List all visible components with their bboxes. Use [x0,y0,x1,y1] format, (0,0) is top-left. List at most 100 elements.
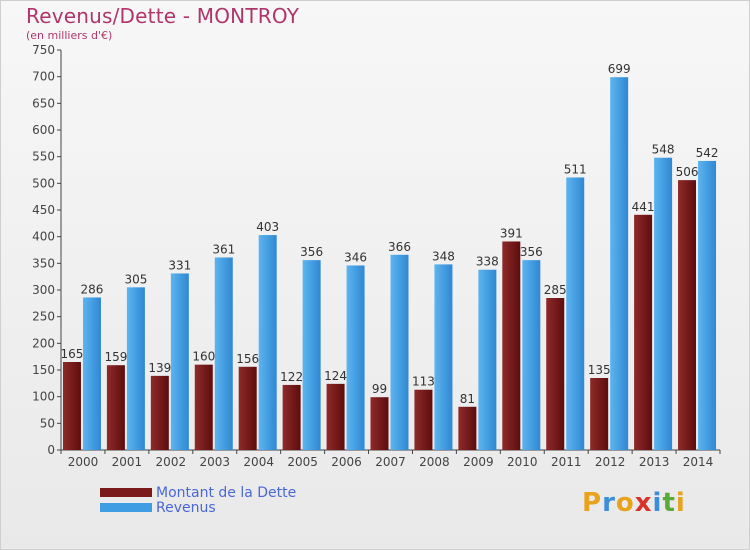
y-tick-label: 600 [32,123,55,137]
x-tick-label: 2008 [419,455,450,469]
bar-revenus [566,177,585,450]
bar-dette [634,214,653,450]
legend-item-revenus: Revenus [100,499,296,516]
data-label-dette: 160 [192,350,215,364]
x-tick-label: 2005 [287,455,318,469]
bar-revenus [126,287,145,450]
legend: Montant de la Dette Revenus [100,484,297,516]
y-tick-label: 200 [32,336,55,350]
x-tick-label: 2003 [199,455,230,469]
data-label-revenus: 338 [476,255,499,269]
bar-dette [502,241,521,450]
data-label-dette: 441 [632,200,655,214]
y-tick-label: 250 [32,310,55,324]
data-label-dette: 391 [500,226,523,240]
data-label-dette: 113 [412,375,435,389]
bar-revenus [258,235,277,450]
data-label-revenus: 511 [564,162,587,176]
data-label-dette: 506 [676,165,699,179]
data-label-revenus: 699 [608,62,631,76]
y-tick-label: 100 [32,390,55,404]
bar-dette [150,375,169,450]
data-label-revenus: 348 [432,249,455,263]
bar-revenus [478,269,497,450]
y-tick-label: 750 [32,43,55,57]
bar-dette [546,298,565,450]
legend-label-dette: Montant de la Dette [156,484,297,501]
y-tick-label: 700 [32,70,55,84]
bar-revenus [610,77,629,450]
y-tick-label: 400 [32,230,55,244]
bar-revenus [522,260,541,450]
bar-dette [414,389,433,450]
bar-revenus [214,257,233,450]
data-label-revenus: 548 [652,143,675,157]
unit-label: (en milliers d'€) [26,29,113,42]
data-label-revenus: 361 [212,242,235,256]
bar-revenus [654,157,673,450]
x-tick-label: 2014 [683,455,714,469]
bar-dette [282,384,301,450]
data-label-revenus: 356 [300,245,323,259]
data-label-revenus: 286 [81,282,104,296]
x-tick-label: 2007 [375,455,406,469]
y-tick-label: 550 [32,150,55,164]
y-tick-label: 150 [32,363,55,377]
bar-revenus [302,260,321,450]
bar-dette [326,383,345,450]
data-label-dette: 139 [148,361,171,375]
x-tick-label: 2004 [243,455,274,469]
proxiti-logo: Proxiti [582,488,686,518]
bar-dette [238,366,257,450]
legend-label-revenus: Revenus [156,499,216,516]
bar-dette [62,362,81,450]
bar-dette [370,397,389,450]
bar-dette [106,365,125,450]
data-label-revenus: 356 [520,245,543,259]
data-label-dette: 81 [460,392,475,406]
legend-swatch-dette [100,488,152,497]
bar-revenus [82,297,101,450]
data-label-revenus: 366 [388,240,411,254]
y-tick-label: 0 [47,443,55,457]
bar-revenus [170,273,189,450]
bar-dette [458,406,477,450]
y-tick-label: 350 [32,256,55,270]
bar-revenus [390,254,409,450]
x-tick-label: 2012 [595,455,626,469]
data-label-dette: 159 [104,350,127,364]
data-labels: 165 286 159 305 139 331 160 361 156 403 122 356 124 3… [61,62,719,406]
x-tick-label: 2006 [331,455,362,469]
data-label-revenus: 331 [168,258,191,272]
y-tick-label: 50 [40,416,55,430]
data-label-dette: 122 [280,370,303,384]
y-tick-label: 450 [32,203,55,217]
bar-revenus [346,265,365,450]
y-tick-label: 650 [32,96,55,110]
x-tick-label: 2001 [112,455,143,469]
bars [62,77,717,450]
data-label-dette: 135 [588,363,611,377]
legend-item-dette: Montant de la Dette [100,484,297,501]
chart-title: Revenus/Dette - MONTROY [26,4,300,28]
y-tick-label: 300 [32,283,55,297]
data-label-dette: 124 [324,369,347,383]
x-tick-label: 2011 [551,455,582,469]
x-tick-label: 2013 [639,455,670,469]
bar-revenus [434,264,453,450]
bar-revenus [698,160,717,450]
data-label-dette: 156 [236,352,259,366]
bar-dette [678,180,697,450]
data-label-revenus: 403 [256,220,279,234]
x-tick-label: 2002 [156,455,187,469]
bar-dette [194,364,213,450]
data-label-revenus: 305 [124,272,147,286]
bar-dette [590,378,609,450]
legend-swatch-revenus [100,503,152,512]
x-tick-label: 2010 [507,455,538,469]
data-label-revenus: 346 [344,250,367,264]
data-label-dette: 165 [61,347,84,361]
data-label-dette: 285 [544,283,567,297]
x-tick-label: 2000 [68,455,99,469]
